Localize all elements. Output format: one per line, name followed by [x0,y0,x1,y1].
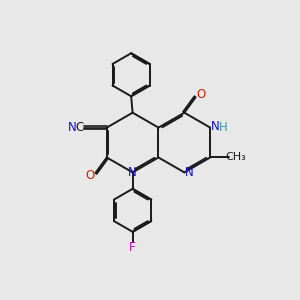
Text: C: C [76,121,84,134]
Text: H: H [219,121,228,134]
Text: N: N [211,120,220,133]
Text: N: N [185,166,194,179]
Text: O: O [86,169,95,182]
Text: CH₃: CH₃ [225,152,246,163]
Text: F: F [129,241,136,254]
Text: N: N [128,166,137,179]
Text: N: N [68,121,76,134]
Text: O: O [196,88,206,101]
